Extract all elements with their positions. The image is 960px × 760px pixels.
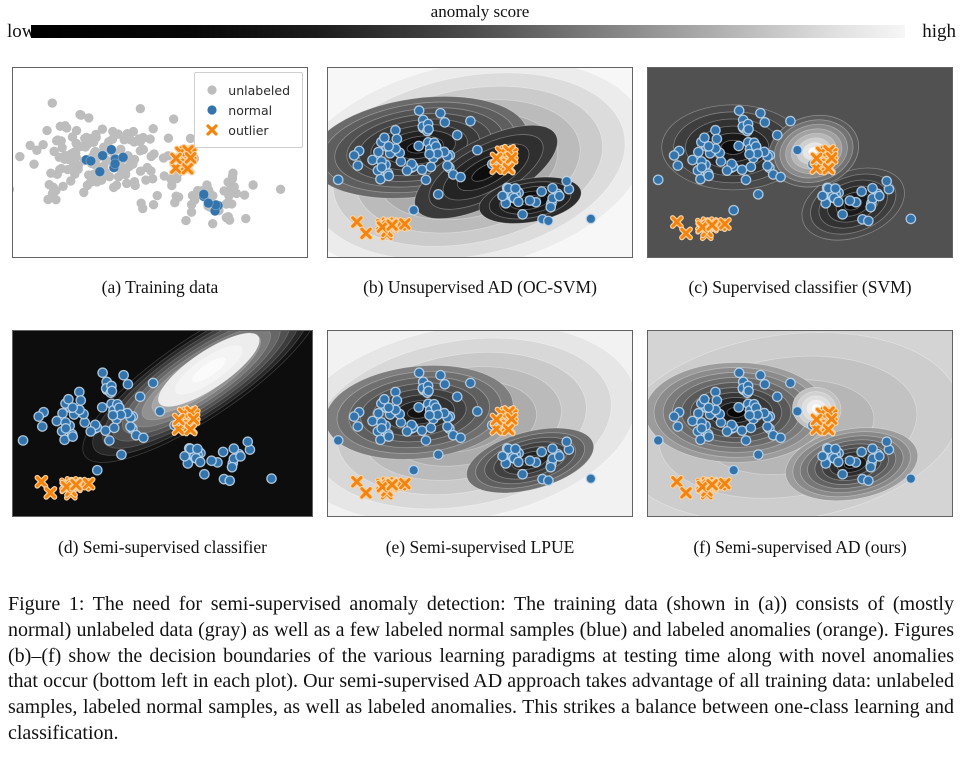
subcaption-e: (e) Semi-supervised LPUE bbox=[385, 537, 575, 557]
panel-f-semi-supervised-ad bbox=[647, 330, 953, 517]
colorbar-low-label: low bbox=[7, 21, 36, 42]
scatter-plot-e bbox=[328, 331, 632, 516]
subcaption-c: (c) Supervised classifier (SVM) bbox=[688, 277, 912, 297]
figure-caption: Figure 1: The need for semi-supervised a… bbox=[8, 593, 954, 744]
panel-a-training-data: unlabeled normal outlier bbox=[12, 67, 308, 258]
scatter-plot-d bbox=[17, 331, 312, 501]
legend-label: unlabeled bbox=[228, 82, 290, 98]
legend-label: outlier bbox=[228, 122, 269, 138]
subcaption-f: (f) Semi-supervised AD (ours) bbox=[693, 537, 907, 557]
subcaption-b: (b) Unsupervised AD (OC-SVM) bbox=[363, 277, 597, 297]
subcaption-d: (d) Semi-supervised classifier bbox=[58, 537, 267, 557]
panel-b-unsupervised-ad bbox=[327, 67, 633, 258]
dot-marker-icon bbox=[207, 105, 217, 115]
dot-marker-icon bbox=[207, 85, 217, 95]
plot-legend: unlabeled normal outlier bbox=[194, 72, 303, 148]
legend-item-unlabeled: unlabeled bbox=[204, 80, 290, 100]
subcaption-a: (a) Training data bbox=[101, 277, 219, 297]
panel-e-semi-supervised-lpue bbox=[327, 330, 633, 517]
legend-item-normal: normal bbox=[204, 100, 290, 120]
scatter-plot-c bbox=[652, 104, 917, 242]
scatter-plot-f bbox=[648, 332, 952, 516]
panel-c-supervised-classifier bbox=[647, 67, 953, 258]
x-marker-icon bbox=[206, 124, 218, 136]
colorbar-high-label: high bbox=[922, 21, 956, 42]
scatter-plot-a bbox=[13, 98, 286, 229]
panel-d-semi-supervised-classifier bbox=[12, 330, 313, 517]
scatter-plot-b bbox=[328, 68, 632, 257]
legend-label: normal bbox=[228, 102, 273, 118]
legend-item-outlier: outlier bbox=[204, 120, 290, 140]
colorbar-title: anomaly score bbox=[430, 2, 530, 21]
colorbar-gradient bbox=[31, 25, 905, 38]
